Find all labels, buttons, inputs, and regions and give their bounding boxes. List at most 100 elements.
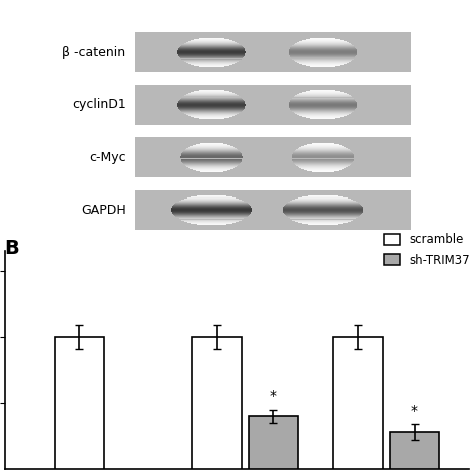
- Bar: [294, 60, 352, 61]
- Bar: [294, 163, 352, 164]
- Bar: [302, 92, 344, 93]
- Bar: [302, 223, 344, 224]
- Bar: [296, 149, 349, 150]
- Bar: [289, 103, 357, 104]
- Bar: [301, 146, 345, 147]
- Bar: [294, 112, 352, 113]
- Bar: [183, 150, 239, 151]
- Bar: [190, 168, 233, 169]
- Bar: [310, 66, 336, 67]
- Bar: [182, 162, 241, 163]
- Bar: [307, 144, 339, 145]
- Bar: [283, 207, 363, 208]
- Bar: [184, 113, 239, 114]
- Bar: [191, 64, 232, 65]
- Bar: [284, 206, 362, 207]
- Bar: [188, 147, 235, 148]
- Bar: [200, 143, 223, 144]
- Bar: [300, 93, 346, 94]
- Bar: [178, 49, 245, 50]
- Bar: [300, 115, 346, 116]
- Bar: [390, 432, 439, 469]
- Bar: [199, 37, 224, 38]
- Bar: [185, 165, 238, 166]
- Bar: [182, 112, 241, 113]
- Bar: [292, 57, 355, 58]
- Bar: [295, 113, 351, 114]
- Bar: [289, 102, 356, 103]
- Bar: [289, 105, 357, 106]
- Bar: [292, 155, 354, 156]
- Bar: [188, 63, 235, 64]
- Bar: [297, 114, 349, 115]
- Bar: [300, 63, 346, 64]
- Bar: [293, 161, 353, 162]
- Bar: [181, 158, 242, 160]
- Bar: [292, 99, 355, 100]
- Bar: [196, 144, 227, 145]
- Bar: [191, 117, 232, 118]
- Bar: [174, 215, 249, 216]
- Bar: [177, 50, 246, 51]
- Bar: [292, 46, 355, 47]
- Bar: [288, 218, 357, 219]
- Bar: [297, 42, 349, 43]
- Bar: [291, 56, 356, 57]
- Text: β -catenin: β -catenin: [63, 46, 126, 59]
- Bar: [177, 202, 246, 203]
- Bar: [191, 223, 232, 224]
- Bar: [287, 216, 359, 218]
- Bar: [298, 198, 347, 199]
- Bar: [292, 98, 354, 99]
- Bar: [298, 222, 347, 223]
- Bar: [180, 99, 243, 100]
- Bar: [306, 91, 340, 92]
- Bar: [304, 145, 342, 146]
- Bar: [199, 90, 224, 91]
- Bar: [292, 45, 354, 46]
- Bar: [295, 43, 351, 44]
- Bar: [178, 55, 245, 56]
- Bar: [183, 164, 239, 165]
- Bar: [194, 91, 229, 92]
- Bar: [191, 40, 232, 41]
- Bar: [288, 202, 357, 203]
- Bar: [292, 200, 354, 201]
- Bar: [292, 158, 354, 160]
- Bar: [296, 165, 349, 166]
- Bar: [196, 170, 227, 171]
- Bar: [181, 58, 242, 60]
- Bar: [186, 114, 237, 115]
- Bar: [177, 51, 246, 52]
- Bar: [199, 66, 224, 67]
- Legend: scramble, sh-TRIM37: scramble, sh-TRIM37: [381, 231, 473, 269]
- Bar: [173, 205, 250, 206]
- Bar: [308, 195, 337, 196]
- Bar: [298, 166, 348, 167]
- Bar: [181, 111, 242, 112]
- Bar: [292, 219, 354, 220]
- Bar: [289, 104, 357, 105]
- Bar: [293, 162, 353, 163]
- Bar: [177, 218, 246, 219]
- Bar: [178, 102, 245, 103]
- Text: *: *: [270, 389, 277, 403]
- Bar: [194, 38, 229, 40]
- Bar: [199, 118, 224, 119]
- Bar: [180, 46, 243, 47]
- Bar: [180, 57, 243, 58]
- Bar: [302, 64, 344, 65]
- Bar: [289, 52, 357, 53]
- Bar: [179, 47, 244, 48]
- Bar: [184, 95, 239, 96]
- Bar: [308, 224, 337, 225]
- Bar: [292, 58, 354, 60]
- Bar: [292, 157, 354, 158]
- Bar: [172, 206, 251, 207]
- Bar: [178, 100, 245, 101]
- Bar: [289, 106, 357, 107]
- Bar: [182, 96, 241, 98]
- Bar: [294, 96, 352, 98]
- Bar: [292, 160, 354, 161]
- Bar: [194, 65, 229, 66]
